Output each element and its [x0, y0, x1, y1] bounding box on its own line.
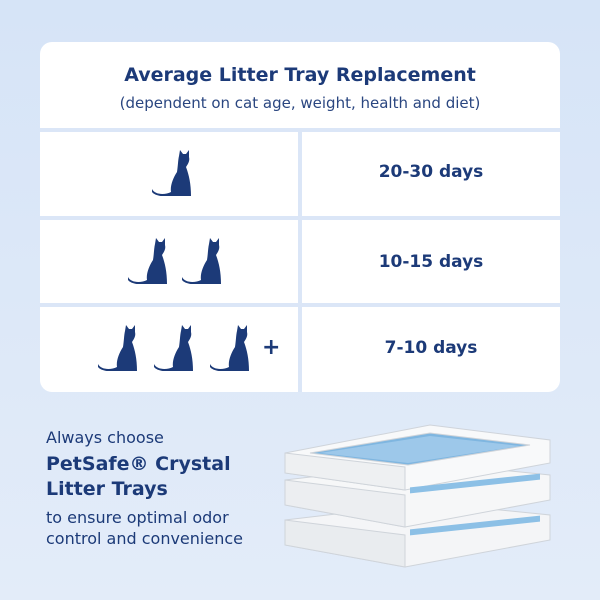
intro: Always choose — [46, 428, 164, 447]
days: 10-15 days — [378, 252, 484, 272]
subtitle: (dependent on cat age, weight, health an… — [119, 94, 481, 112]
litter-trays — [284, 424, 551, 568]
closing: to ensure optimal odor — [46, 508, 229, 527]
days: 7-10 days — [384, 338, 478, 358]
closing: control and convenience — [46, 529, 243, 548]
cat-icons — [98, 325, 249, 371]
title: Average Litter Tray Replacement — [124, 64, 476, 86]
product: Litter Trays — [46, 478, 168, 500]
replacement-card: Average Litter Tray Replacement (depende… — [40, 42, 560, 392]
plus-sign: + — [262, 335, 281, 360]
product: PetSafe® Crystal — [46, 453, 231, 475]
cat-icons — [152, 150, 191, 196]
cat-icons — [128, 238, 221, 284]
days: 20-30 days — [378, 162, 484, 182]
divider — [298, 130, 302, 392]
